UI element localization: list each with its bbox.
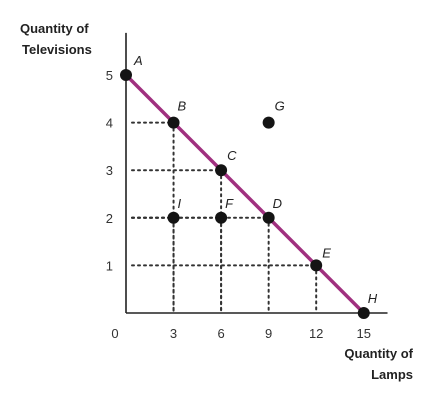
point-label-c: C [227, 148, 237, 163]
point-label-e: E [322, 245, 331, 260]
point-g [262, 116, 275, 129]
point-a [120, 69, 132, 81]
point-label-g: G [275, 99, 285, 114]
x-axis-title-line-1: Quantity of [344, 346, 413, 361]
x-tick-label: 6 [217, 326, 224, 341]
x-tick-label: 12 [309, 326, 323, 341]
point-b [167, 116, 180, 129]
x-tick-label: 3 [170, 326, 177, 341]
y-tick-label: 2 [106, 211, 113, 226]
point-label-f: F [225, 196, 234, 211]
y-tick-label: 3 [106, 163, 113, 178]
x-tick-label: 9 [265, 326, 272, 341]
point-d [262, 211, 275, 224]
y-axis-title-line-2: Televisions [22, 42, 92, 57]
point-c [215, 164, 228, 177]
x-tick-label: 0 [111, 326, 118, 341]
data-points: A B C D E F G H I [120, 53, 378, 319]
point-label-a: A [133, 53, 143, 68]
point-e [310, 259, 323, 272]
point-label-h: H [368, 291, 378, 306]
point-label-d: D [273, 196, 282, 211]
y-tick-label: 1 [106, 258, 113, 273]
x-axis-title-line-2: Lamps [371, 367, 413, 382]
point-f [215, 211, 228, 224]
point-label-b: B [178, 99, 187, 114]
y-tick-label: 5 [106, 68, 113, 83]
point-label-i: I [178, 196, 182, 211]
frontier-line [124, 73, 365, 315]
y-tick-label: 4 [106, 116, 113, 131]
point-h [357, 307, 370, 319]
point-i [167, 211, 180, 224]
y-axis-title-line-1: Quantity of [20, 21, 89, 36]
x-tick-label: 15 [357, 326, 371, 341]
